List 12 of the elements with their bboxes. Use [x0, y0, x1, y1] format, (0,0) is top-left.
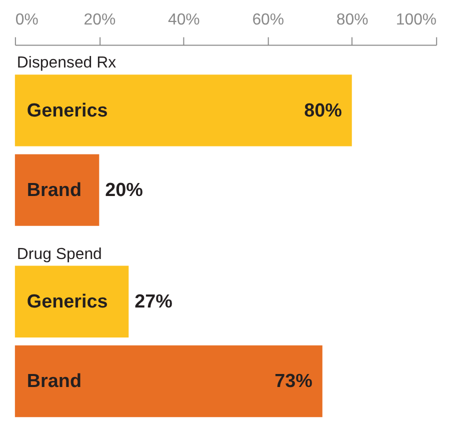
- x-tick-label: 40%: [168, 11, 200, 28]
- data-label: 20%: [105, 180, 144, 202]
- data-label: 73%: [274, 371, 313, 392]
- x-tick-label: 60%: [252, 11, 284, 28]
- data-label: 80%: [304, 100, 342, 122]
- chart-title: Drug Spend: [16, 246, 102, 263]
- data-label: 27%: [134, 292, 173, 313]
- x-tick-label: 0%: [15, 11, 38, 28]
- x-tick-label: 20%: [84, 11, 116, 28]
- x-tick-label: 100%: [396, 11, 437, 28]
- chart-title: Dispensed Rx: [16, 54, 116, 72]
- x-tick-label: 80%: [336, 11, 368, 28]
